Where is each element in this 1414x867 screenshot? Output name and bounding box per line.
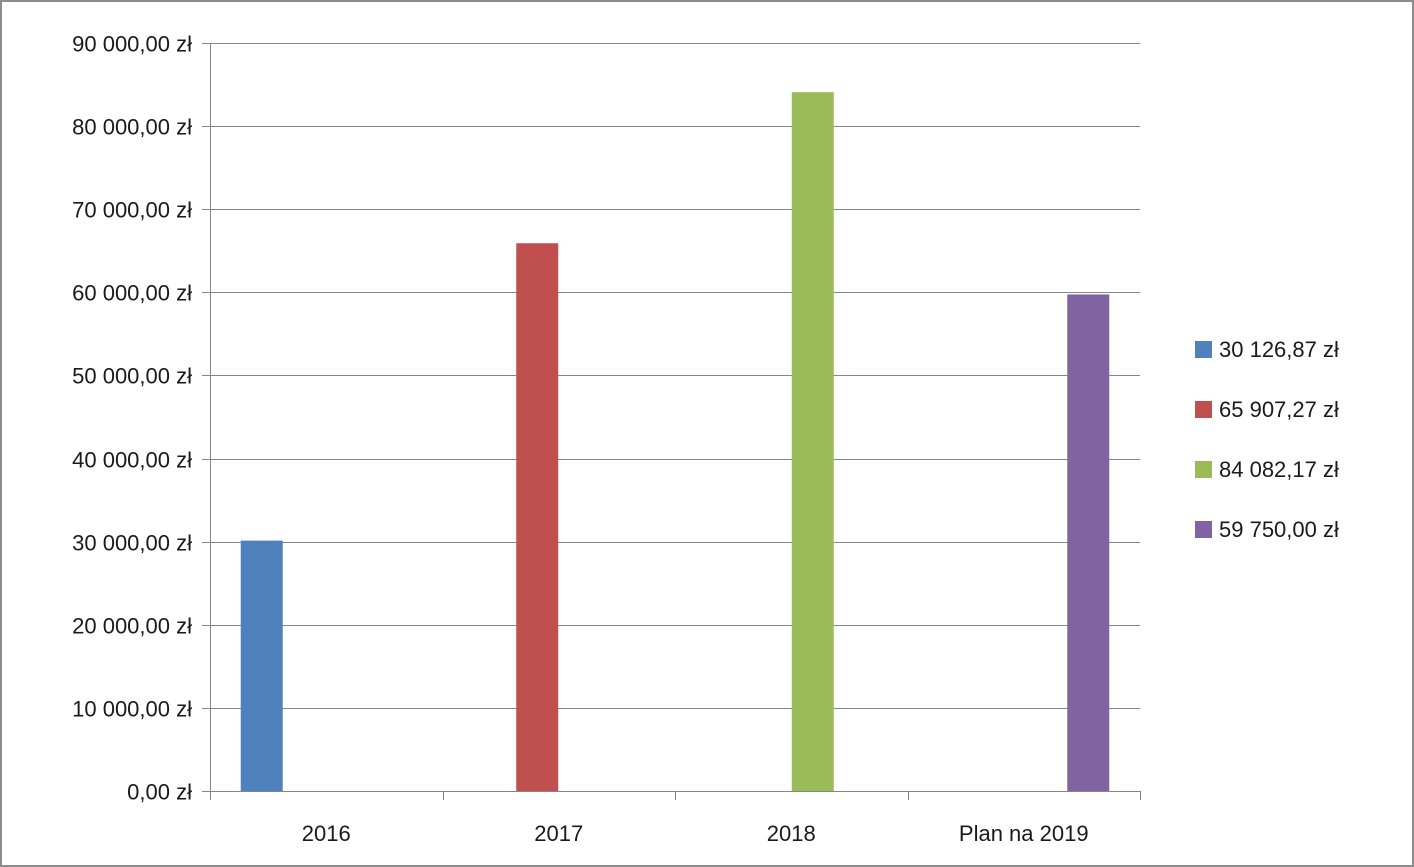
bar-2016 (240, 540, 283, 791)
x-tick-label: 2016 (302, 821, 351, 846)
y-tick-label: 0,00 zł (127, 780, 192, 805)
legend-label: 59 750,00 zł (1219, 517, 1339, 542)
legend-label: 65 907,27 zł (1219, 397, 1339, 422)
y-tick-label: 10 000,00 zł (72, 697, 192, 722)
y-tick-label: 40 000,00 zł (72, 448, 192, 473)
legend-label: 84 082,17 zł (1219, 457, 1339, 482)
y-tick-labels: 0,00 zł 10 000,00 zł 20 000,00 zł 30 000,00… (72, 32, 192, 805)
bar-2018 (791, 92, 834, 792)
y-tick-label: 60 000,00 zł (72, 281, 192, 306)
bar-plan-na-2019 (1067, 294, 1110, 791)
legend-swatch (1195, 401, 1212, 418)
y-tick-label: 70 000,00 zł (72, 198, 192, 223)
bars (240, 92, 1110, 792)
x-tick-label: 2018 (767, 821, 816, 846)
bar-2017 (516, 243, 559, 791)
gridlines (210, 43, 1140, 709)
legend-label: 30 126,87 zł (1219, 337, 1339, 362)
y-tick-label: 80 000,00 zł (72, 115, 192, 140)
y-tick-label: 90 000,00 zł (72, 32, 192, 57)
y-tick-label: 50 000,00 zł (72, 364, 192, 389)
legend: 30 126,87 zł 65 907,27 zł 84 082,17 zł 59 7… (1195, 337, 1339, 542)
y-tick-label: 30 000,00 zł (72, 531, 192, 556)
legend-swatch (1195, 461, 1212, 478)
x-tick-label: Plan na 2019 (959, 821, 1089, 846)
axes (202, 43, 1141, 800)
y-tick-label: 20 000,00 zł (72, 614, 192, 639)
x-tick-labels: 2016 2017 2018 Plan na 2019 (302, 821, 1089, 846)
legend-swatch (1195, 521, 1212, 538)
x-tick-label: 2017 (534, 821, 583, 846)
legend-swatch (1195, 341, 1212, 358)
